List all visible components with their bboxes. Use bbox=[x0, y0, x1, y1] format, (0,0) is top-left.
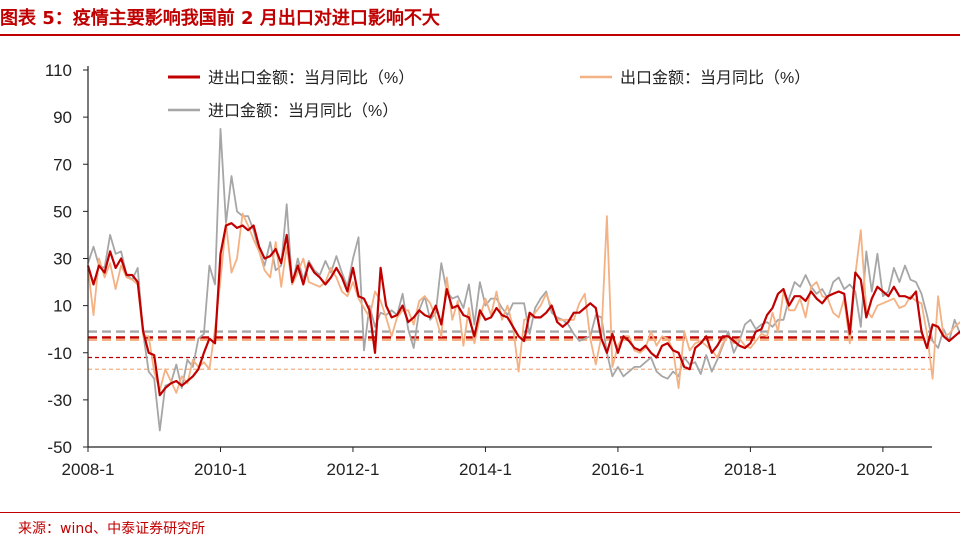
series-total-line bbox=[86, 222, 960, 397]
x-tick-label: 2012-1 bbox=[326, 460, 379, 479]
x-tick-label: 2010-1 bbox=[194, 460, 247, 479]
series-export-legend-label: 出口金额：当月同比（%） bbox=[620, 69, 810, 87]
y-tick-label: 50 bbox=[53, 202, 72, 221]
footer-divider bbox=[0, 512, 960, 513]
x-tick-label: 2018-1 bbox=[724, 460, 777, 479]
y-tick-label: 10 bbox=[53, 297, 72, 316]
y-tick-label: -30 bbox=[47, 391, 72, 410]
source-note: 来源：wind、中泰证券研究所 bbox=[18, 521, 206, 537]
x-tick-label: 2014-1 bbox=[459, 460, 512, 479]
series-lines bbox=[86, 127, 960, 432]
series-import-legend-label: 进口金额：当月同比（%） bbox=[208, 102, 398, 120]
title-divider bbox=[0, 34, 960, 36]
y-tick-label: 70 bbox=[53, 155, 72, 174]
x-tick-label: 2020-1 bbox=[856, 460, 909, 479]
y-tick-label: 90 bbox=[53, 108, 72, 127]
chart-title: 图表 5：疫情主要影响我国前 2 月出口对进口影响不大 bbox=[0, 8, 440, 29]
x-tick-label: 2016-1 bbox=[591, 460, 644, 479]
y-tick-label: 30 bbox=[53, 250, 72, 269]
y-tick-label: 110 bbox=[45, 61, 72, 80]
legend: 进出口金额：当月同比（%） 出口金额：当月同比（%） 进口金额：当月同比（%） bbox=[168, 69, 810, 120]
y-tick-label: -10 bbox=[47, 344, 72, 363]
x-tick-label: 2008-1 bbox=[62, 460, 115, 479]
axes: 110 90 70 50 30 10 -10 -30 -50 2008-1 2010-1 2012-1… bbox=[45, 61, 932, 479]
reference-lines bbox=[88, 330, 932, 370]
y-tick-label: -50 bbox=[47, 438, 72, 457]
series-total-legend-label: 进出口金额：当月同比（%） bbox=[208, 69, 414, 87]
line-chart: 110 90 70 50 30 10 -10 -30 -50 2008-1 2010-1 2012-1… bbox=[45, 61, 960, 479]
